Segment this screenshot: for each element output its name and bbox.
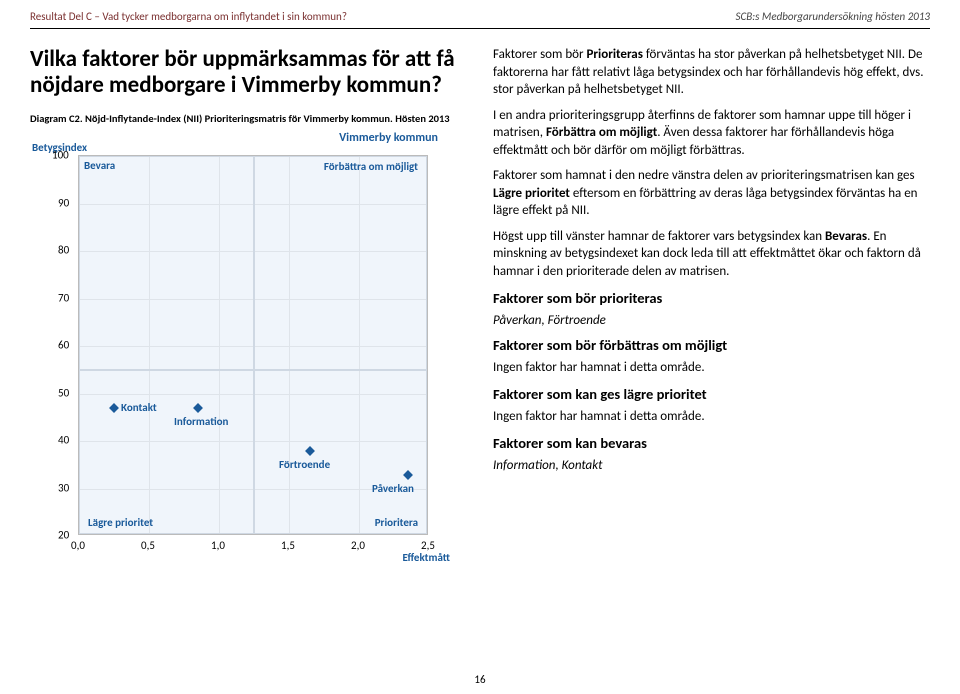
- x-tick-3: 1,5: [281, 539, 295, 552]
- y-tick-90: 90: [58, 196, 69, 209]
- left-column: Vilka faktorer bör uppmärksammas för att…: [30, 46, 465, 561]
- label-kontakt: Kontakt: [121, 401, 157, 414]
- para-forbattra: I en andra prioriteringsgrupp återfinns …: [493, 107, 928, 160]
- main-columns: Vilka faktorer bör uppmärksammas för att…: [30, 46, 930, 561]
- zone-bevara: Bevara: [79, 156, 254, 370]
- diagram-caption: Diagram C2. Nöjd-Inflytande-Index (NII) …: [30, 113, 465, 126]
- zone-forbattra-label: Förbättra om möjligt: [320, 159, 422, 174]
- y-tick-20: 20: [58, 529, 69, 542]
- y-tick-40: 40: [58, 434, 69, 447]
- para-lagre: Faktorer som hamnat i den nedre vänstra …: [493, 167, 928, 220]
- y-tick-30: 30: [58, 481, 69, 494]
- subtext-bevaras: Information, Kontakt: [493, 457, 928, 475]
- subtext-prioriteras: Påverkan, Förtroende: [493, 312, 928, 330]
- x-tick-2: 1,0: [211, 539, 225, 552]
- x-tick-0: 0,0: [71, 539, 85, 552]
- text: Faktorer som bör: [493, 47, 587, 62]
- x-tick-1: 0,5: [141, 539, 155, 552]
- heading-prioriteras: Faktorer som bör prioriteras: [493, 289, 928, 309]
- subtext-forbattras: Ingen faktor har hamnat i detta område.: [493, 359, 928, 377]
- label-information: Information: [174, 415, 228, 428]
- bold: Prioriteras: [587, 47, 643, 62]
- heading-forbattras: Faktorer som bör förbättras om möjligt: [493, 336, 928, 356]
- plot-area: Bevara Förbättra om möjligt Lägre priori…: [78, 155, 428, 535]
- y-tick-80: 80: [58, 244, 69, 257]
- subtext-lagre: Ingen faktor har hamnat i detta område.: [493, 408, 928, 426]
- right-column: Faktorer som bör Prioriteras förväntas h…: [493, 46, 928, 561]
- header-right: SCB:s Medborgarundersökning hösten 2013: [736, 10, 931, 23]
- y-tick-100: 100: [52, 149, 69, 162]
- header-rule: [30, 28, 930, 29]
- zone-prioritera-label: Prioritera: [371, 514, 422, 531]
- bold: Bevaras: [825, 229, 867, 244]
- priority-matrix-chart: Betygsindex Vimmerby kommun 20 30 40 50 …: [30, 131, 450, 561]
- label-fortroende: Förtroende: [279, 458, 330, 471]
- page-number: 16: [0, 673, 960, 686]
- y-tick-50: 50: [58, 386, 69, 399]
- para-bevaras: Högst upp till vänster hamnar de faktore…: [493, 228, 928, 281]
- text: Faktorer som hamnat i den nedre vänstra …: [493, 168, 915, 183]
- header-left: Resultat Del C – Vad tycker medborgarna …: [30, 10, 347, 23]
- x-tick-4: 2,0: [351, 539, 365, 552]
- bold: Förbättra om möjligt: [546, 125, 657, 140]
- zone-lagre-label: Lägre prioritet: [84, 514, 157, 531]
- zone-bevara-label: Bevara: [80, 157, 253, 174]
- zone-lagre: Lägre prioritet: [79, 370, 254, 534]
- text: Högst upp till vänster hamnar de faktore…: [493, 229, 825, 244]
- bold: Lägre prioritet: [493, 186, 570, 201]
- chart-title: Vimmerby kommun: [339, 131, 438, 145]
- zone-forbattra: Förbättra om möjligt: [254, 156, 427, 370]
- zone-prioritera: Prioritera: [254, 370, 427, 534]
- page-title: Vilka faktorer bör uppmärksammas för att…: [30, 46, 465, 99]
- y-tick-60: 60: [58, 339, 69, 352]
- heading-lagre: Faktorer som kan ges lägre prioritet: [493, 385, 928, 405]
- para-prioriteras: Faktorer som bör Prioriteras förväntas h…: [493, 46, 928, 99]
- label-paverkan: Påverkan: [372, 482, 414, 495]
- heading-bevaras: Faktorer som kan bevaras: [493, 434, 928, 454]
- y-tick-70: 70: [58, 291, 69, 304]
- x-axis-title: Effektmått: [402, 551, 450, 567]
